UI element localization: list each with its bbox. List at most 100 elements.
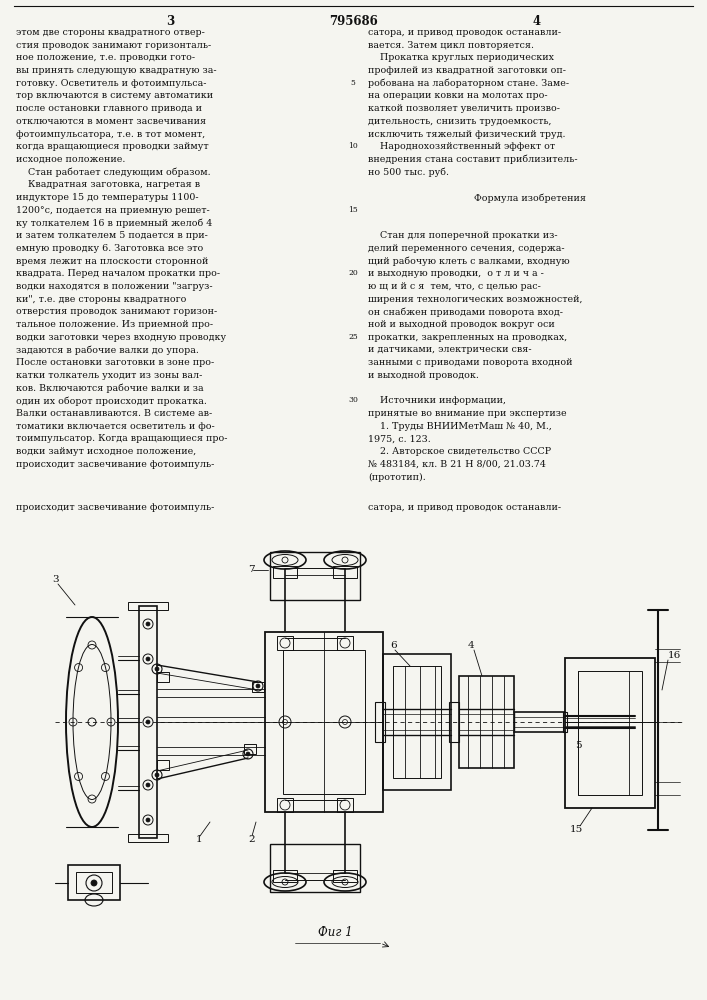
Text: водки находятся в положении "загруз-: водки находятся в положении "загруз- <box>16 282 213 291</box>
Text: происходит засвечивание фотоимпуль-: происходит засвечивание фотоимпуль- <box>16 503 214 512</box>
Text: 5: 5 <box>575 740 582 750</box>
Bar <box>68 865 120 900</box>
Circle shape <box>146 720 150 724</box>
Bar <box>383 654 451 790</box>
Text: Формула изобретения: Формула изобретения <box>474 193 586 203</box>
Text: профилей из квадратной заготовки оп-: профилей из квадратной заготовки оп- <box>368 66 566 75</box>
Bar <box>157 760 169 770</box>
Circle shape <box>91 880 97 886</box>
Bar <box>337 636 353 650</box>
Text: После остановки заготовки в зоне про-: После остановки заготовки в зоне про- <box>16 358 214 367</box>
Text: 3: 3 <box>166 15 174 28</box>
Text: он снабжен приводами поворота вход-: он снабжен приводами поворота вход- <box>368 307 563 317</box>
Text: Стан для поперечной прокатки из-: Стан для поперечной прокатки из- <box>368 231 558 240</box>
Text: и выходной проводок.: и выходной проводок. <box>368 371 479 380</box>
Bar <box>449 702 459 742</box>
Text: тоимпульсатор. Когда вращающиеся про-: тоимпульсатор. Когда вращающиеся про- <box>16 434 228 443</box>
Text: 1. Труды ВНИИМетМаш № 40, М.,: 1. Труды ВНИИМетМаш № 40, М., <box>368 422 552 431</box>
Text: вы принять следующую квадратную за-: вы принять следующую квадратную за- <box>16 66 216 75</box>
Circle shape <box>146 783 150 787</box>
Text: каткой позволяет увеличить произво-: каткой позволяет увеличить произво- <box>368 104 560 113</box>
Text: готовку. Осветитель и фотоимпульса-: готовку. Осветитель и фотоимпульса- <box>16 79 206 88</box>
Bar <box>277 636 293 650</box>
Text: 30: 30 <box>348 396 358 404</box>
Bar <box>265 632 383 812</box>
Circle shape <box>155 773 159 777</box>
Circle shape <box>256 684 260 688</box>
Text: 4: 4 <box>468 641 474 650</box>
Text: прокатки, закрепленных на проводках,: прокатки, закрепленных на проводках, <box>368 333 567 342</box>
Text: этом две стороны квадратного отвер-: этом две стороны квадратного отвер- <box>16 28 205 37</box>
Bar <box>459 676 514 768</box>
Circle shape <box>246 752 250 756</box>
Text: и выходную проводки,  о т л и ч а -: и выходную проводки, о т л и ч а - <box>368 269 544 278</box>
Text: вается. Затем цикл повторяется.: вается. Затем цикл повторяется. <box>368 41 534 50</box>
Bar <box>333 870 357 882</box>
Bar <box>139 606 157 838</box>
Text: один их оборот происходит прокатка.: один их оборот происходит прокатка. <box>16 396 207 406</box>
Text: Фиг 1: Фиг 1 <box>317 926 352 938</box>
Text: Валки останавливаются. В системе ав-: Валки останавливаются. В системе ав- <box>16 409 212 418</box>
Circle shape <box>146 818 150 822</box>
Bar <box>283 650 365 794</box>
Text: 15: 15 <box>348 206 358 214</box>
Text: принятые во внимание при экспертизе: принятые во внимание при экспертизе <box>368 409 566 418</box>
Text: отверстия проводок занимают горизон-: отверстия проводок занимают горизон- <box>16 307 217 316</box>
Text: время лежит на плоскости сторонной: время лежит на плоскости сторонной <box>16 257 209 266</box>
Bar <box>270 552 360 600</box>
Text: и датчиками, электрически свя-: и датчиками, электрически свя- <box>368 346 532 355</box>
Text: занными с приводами поворота входной: занными с приводами поворота входной <box>368 358 573 367</box>
Text: Стан работает следующим образом.: Стан работает следующим образом. <box>16 168 211 177</box>
Text: ки", т.е. две стороны квадратного: ки", т.е. две стороны квадратного <box>16 295 187 304</box>
Text: (прототип).: (прототип). <box>368 473 426 482</box>
Bar <box>273 566 297 578</box>
Text: ков. Включаются рабочие валки и за: ков. Включаются рабочие валки и за <box>16 384 204 393</box>
Text: но 500 тыс. руб.: но 500 тыс. руб. <box>368 168 449 177</box>
Circle shape <box>155 667 159 671</box>
Text: сатора, и привод проводок останавли-: сатора, и привод проводок останавли- <box>368 28 561 37</box>
Circle shape <box>146 657 150 661</box>
Text: сатора, и привод проводок останавли-: сатора, и привод проводок останавли- <box>368 503 561 512</box>
Text: 795686: 795686 <box>329 15 378 28</box>
Bar <box>337 798 353 812</box>
Text: 5: 5 <box>351 79 356 87</box>
Text: 25: 25 <box>348 333 358 341</box>
Bar <box>393 666 441 778</box>
Bar <box>128 834 168 842</box>
Text: тальное положение. Из приемной про-: тальное положение. Из приемной про- <box>16 320 213 329</box>
Text: и затем толкателем 5 подается в при-: и затем толкателем 5 подается в при- <box>16 231 208 240</box>
Text: задаются в рабочие валки до упора.: задаются в рабочие валки до упора. <box>16 346 199 355</box>
Text: индукторе 15 до температуры 1100-: индукторе 15 до температуры 1100- <box>16 193 199 202</box>
Text: щий рабочую клеть с валками, входную: щий рабочую клеть с валками, входную <box>368 257 570 266</box>
Text: делий переменного сечения, содержа-: делий переменного сечения, содержа- <box>368 244 565 253</box>
Text: квадрата. Перед началом прокатки про-: квадрата. Перед началом прокатки про- <box>16 269 220 278</box>
Text: 2. Авторское свидетельство СССР: 2. Авторское свидетельство СССР <box>368 447 551 456</box>
Text: ной и выходной проводок вокруг оси: ной и выходной проводок вокруг оси <box>368 320 555 329</box>
Text: 1: 1 <box>196 836 203 844</box>
Text: томатики включается осветитель и фо-: томатики включается осветитель и фо- <box>16 422 215 431</box>
Text: катки толкатель уходит из зоны вал-: катки толкатель уходит из зоны вал- <box>16 371 202 380</box>
Circle shape <box>146 622 150 626</box>
Text: 7: 7 <box>248 566 255 574</box>
Bar <box>333 566 357 578</box>
Text: ное положение, т.е. проводки гото-: ное положение, т.е. проводки гото- <box>16 53 195 62</box>
Text: происходит засвечивание фотоимпуль-: происходит засвечивание фотоимпуль- <box>16 460 214 469</box>
Bar <box>578 671 642 795</box>
Text: исключить тяжелый физический труд.: исключить тяжелый физический труд. <box>368 130 566 139</box>
Bar <box>252 682 264 692</box>
Text: Источники информации,: Источники информации, <box>368 396 506 405</box>
Bar <box>375 702 385 742</box>
Text: ширения технологических возможностей,: ширения технологических возможностей, <box>368 295 583 304</box>
Bar <box>244 744 256 754</box>
Bar <box>76 872 112 893</box>
Bar <box>277 798 293 812</box>
Bar <box>128 602 168 610</box>
Text: ку толкателем 16 в приемный желоб 4: ку толкателем 16 в приемный желоб 4 <box>16 219 212 228</box>
Text: 1975, с. 123.: 1975, с. 123. <box>368 434 431 443</box>
Text: емную проводку 6. Заготовка все это: емную проводку 6. Заготовка все это <box>16 244 203 253</box>
Text: 2: 2 <box>248 836 255 844</box>
Bar <box>270 844 360 892</box>
Bar <box>157 672 169 682</box>
Text: 6: 6 <box>390 641 397 650</box>
Text: внедрения стана составит приблизитель-: внедрения стана составит приблизитель- <box>368 155 578 164</box>
